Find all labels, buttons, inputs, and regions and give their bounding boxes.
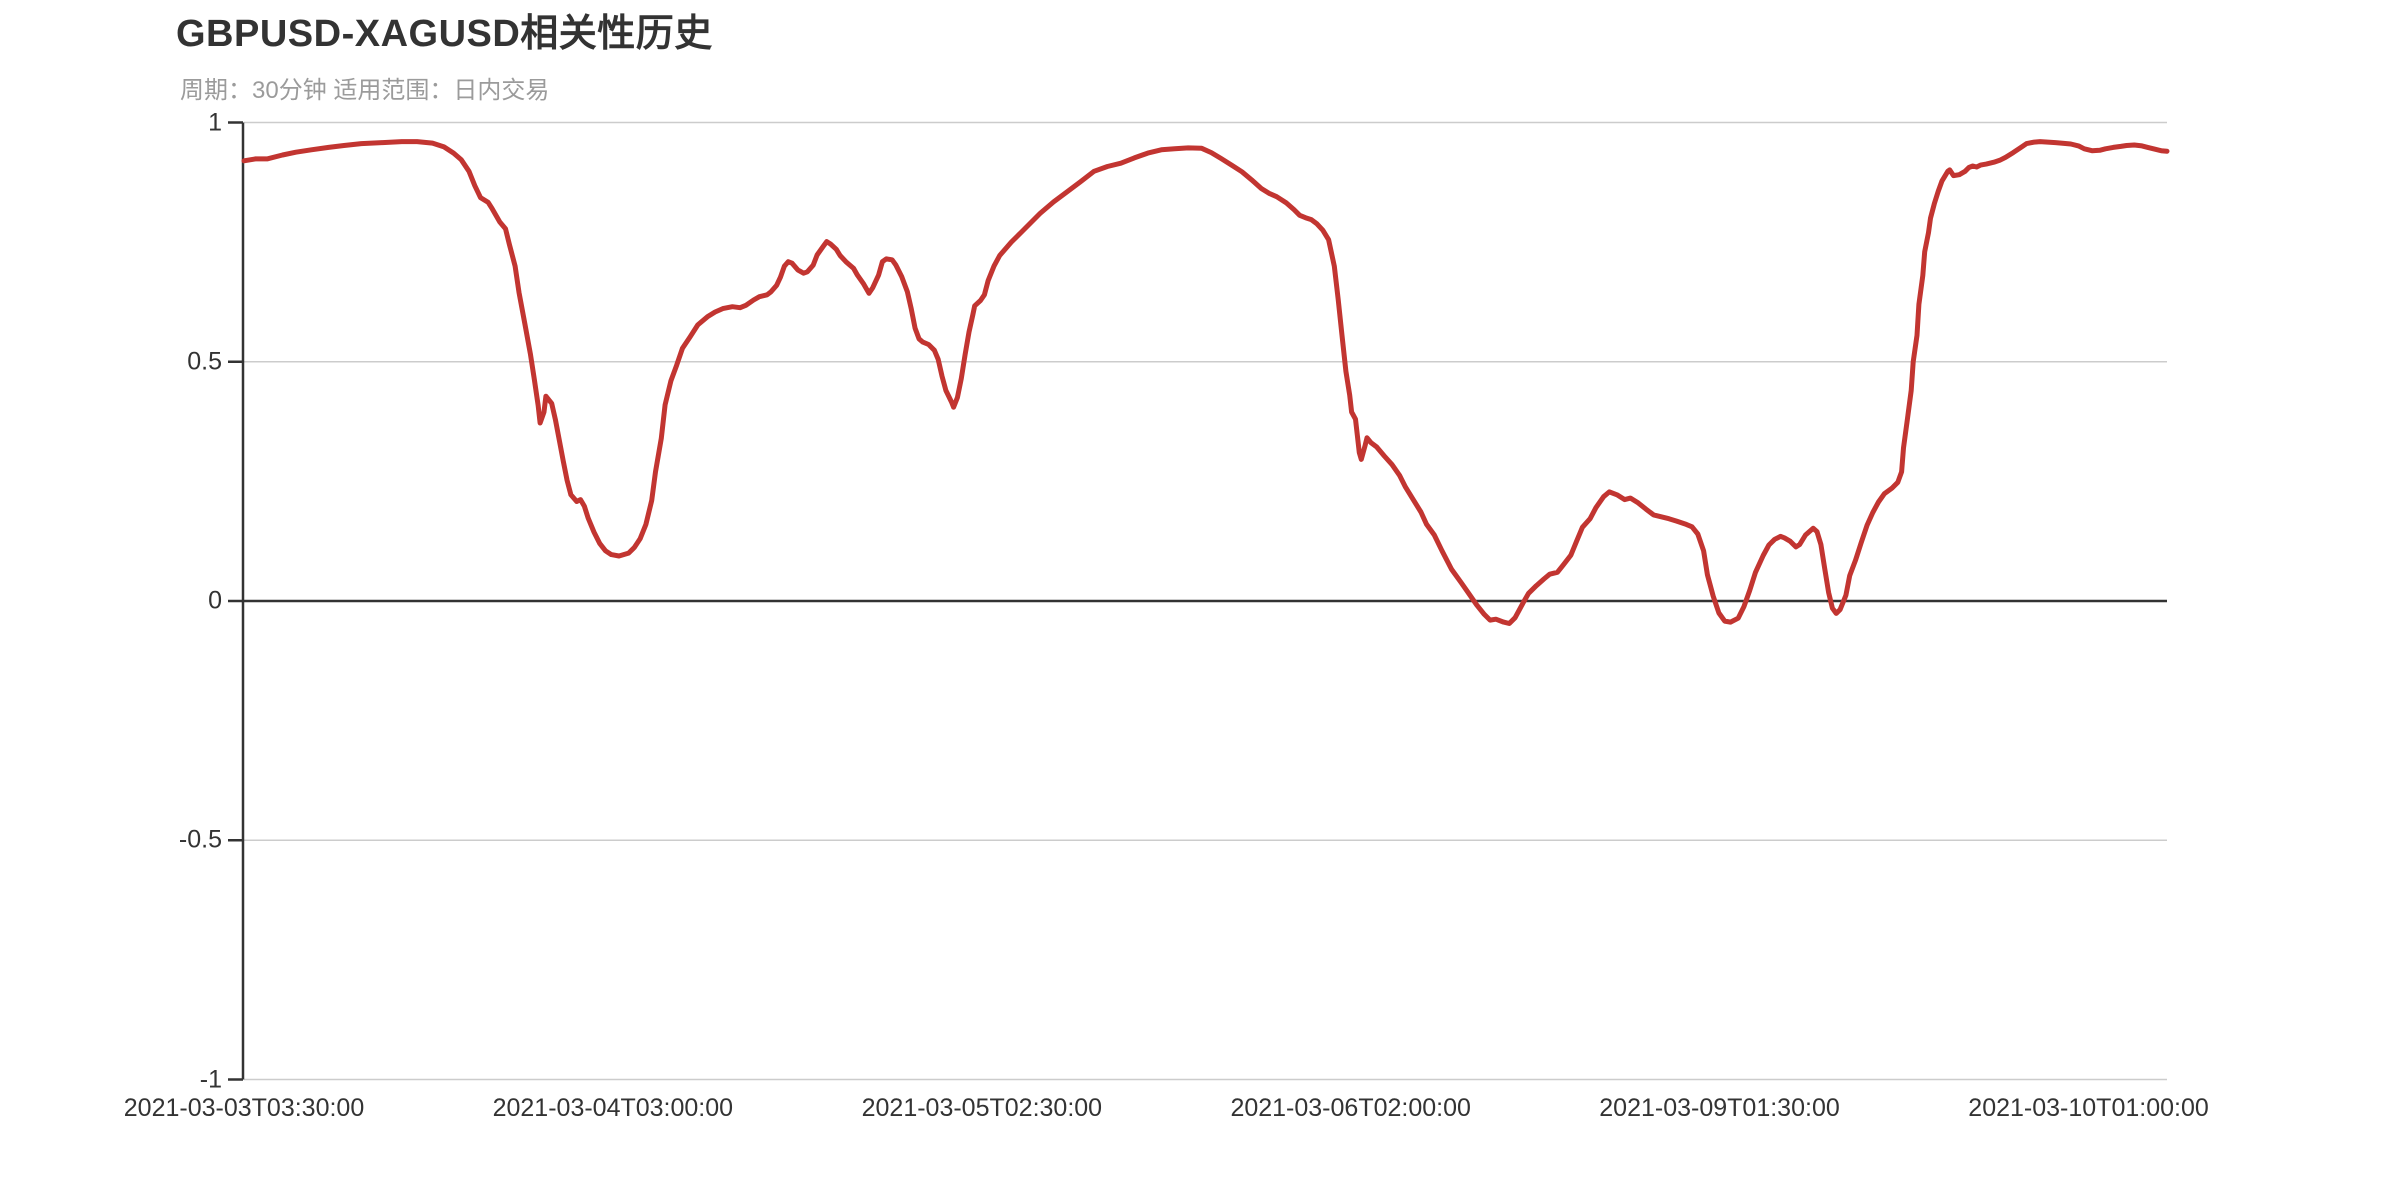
x-axis-label: 2021-03-04T03:00:00 <box>492 1093 734 1122</box>
x-axis-label: 2021-03-10T01:00:00 <box>1968 1093 2209 1122</box>
y-axis-label: -0.5 <box>178 825 222 854</box>
chart-subtitle: 周期：30分钟 适用范围：日内交易 <box>180 77 550 104</box>
y-axis-label: 0.5 <box>187 347 222 376</box>
x-axis-label: 2021-03-09T01:30:00 <box>1599 1093 1840 1122</box>
x-axis-label: 2021-03-03T03:30:00 <box>123 1093 365 1122</box>
y-axis-label: 0 <box>208 586 222 615</box>
x-axis-label: 2021-03-06T02:00:00 <box>1230 1093 1471 1122</box>
x-axis-label: 2021-03-05T02:30:00 <box>861 1093 1103 1122</box>
correlation-series-line <box>241 139 2170 626</box>
y-axis-label: -1 <box>199 1065 222 1093</box>
chart-title: GBPUSD-XAGUSD相关性历史 <box>176 13 713 55</box>
y-axis-label: 1 <box>208 108 222 136</box>
